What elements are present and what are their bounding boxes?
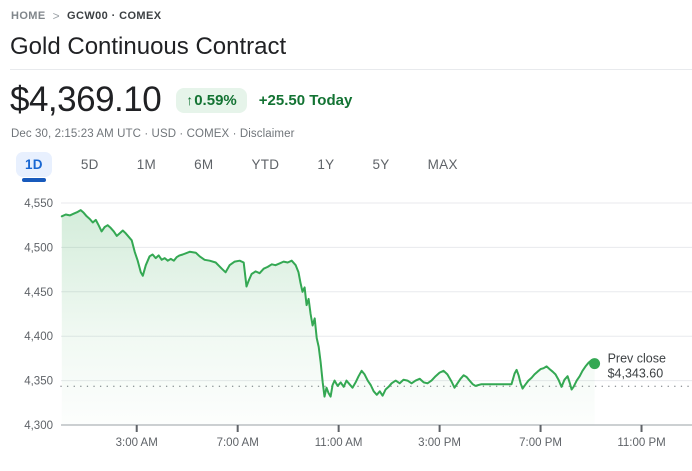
range-tab-ytd[interactable]: YTD <box>242 152 288 182</box>
price-area-fill <box>61 210 595 425</box>
breadcrumb: HOME > GCW00 · COMEX <box>11 9 692 23</box>
active-tab-underline <box>22 178 46 182</box>
tab-underline-spacer <box>191 178 216 182</box>
y-axis-label: 4,550 <box>24 198 53 210</box>
range-tab-label: 1Y <box>317 157 335 172</box>
tab-underline-spacer <box>314 178 337 182</box>
range-tabs: 1D 5D 1M 6M YTD 1Y 5Y MAX <box>16 152 692 182</box>
tab-underline-spacer <box>78 178 102 182</box>
range-tab-label: 1D <box>16 152 52 177</box>
tab-underline-spacer <box>425 178 461 182</box>
x-axis-label: 7:00 PM <box>519 437 562 449</box>
disclaimer-link[interactable]: Disclaimer <box>239 128 295 140</box>
y-axis-label: 4,500 <box>24 242 53 254</box>
current-price: $4,369.10 <box>10 80 162 119</box>
y-axis-label: 4,450 <box>24 287 53 299</box>
breadcrumb-home-link[interactable]: HOME <box>11 10 46 22</box>
range-tab-label: 5Y <box>372 157 390 172</box>
range-tab-1m[interactable]: 1M <box>128 152 165 182</box>
y-axis-label: 4,350 <box>24 376 53 388</box>
breadcrumb-chevron-icon: > <box>52 9 61 23</box>
page-title: Gold Continuous Contract <box>10 33 287 60</box>
percent-change-value: 0.59% <box>194 91 237 109</box>
range-tab-label: YTD <box>251 157 280 172</box>
absolute-change-today: +25.50 Today <box>258 91 353 109</box>
tab-underline-spacer <box>134 178 159 182</box>
breadcrumb-symbol: GCW00 · COMEX <box>67 10 162 22</box>
range-tab-label: 6M <box>194 157 214 172</box>
price-chart[interactable]: 4,550 4,500 4,450 4,400 4,350 4,300 3:00 AM 7:0… <box>0 195 692 461</box>
x-axis-label: 7:00 AM <box>217 437 259 449</box>
range-tab-label: 1M <box>136 157 157 172</box>
x-axis-label: 11:00 PM <box>617 437 665 449</box>
y-axis-label: 4,300 <box>24 420 53 432</box>
percent-change-badge: ↑ 0.59% <box>176 87 247 113</box>
price-line <box>60 209 596 398</box>
range-tab-1d[interactable]: 1D <box>16 152 52 182</box>
range-tab-6m[interactable]: 6M <box>185 152 222 182</box>
y-axis-label: 4,400 <box>24 331 53 343</box>
x-axis-label: 11:00 AM <box>315 437 363 449</box>
prev-close-value: $4,343.60 <box>608 367 664 381</box>
tab-underline-spacer <box>369 178 392 182</box>
x-axis-label: 3:00 AM <box>116 437 158 449</box>
quote-row: $4,369.10 ↑ 0.59% +25.50 Today <box>10 80 692 119</box>
tab-underline-spacer <box>248 178 282 182</box>
arrow-up-icon: ↑ <box>186 92 194 108</box>
range-tab-label: 5D <box>80 157 99 172</box>
range-tab-1y[interactable]: 1Y <box>308 152 343 182</box>
quote-meta: Dec 30, 2:15:23 AM UTC · USD · COMEX · D… <box>11 128 692 140</box>
range-tab-5d[interactable]: 5D <box>72 152 108 182</box>
prev-close-label: Prev close <box>608 352 666 366</box>
range-tab-max[interactable]: MAX <box>419 152 467 182</box>
range-tab-5y[interactable]: 5Y <box>363 152 398 182</box>
quote-timestamp: Dec 30, 2:15:23 AM UTC · USD · COMEX · <box>11 128 237 140</box>
last-price-dot <box>589 358 601 370</box>
range-tab-label: MAX <box>427 157 458 172</box>
title-divider <box>10 69 692 70</box>
x-axis-label: 3:00 PM <box>418 437 461 449</box>
